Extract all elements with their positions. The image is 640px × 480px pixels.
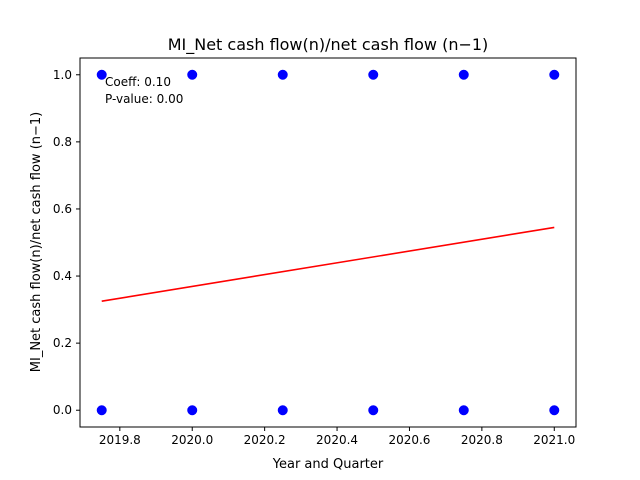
x-tick-label: 2020.2 [244, 433, 286, 447]
chart-title: MI_Net cash flow(n)/net cash flow (n−1) [168, 35, 489, 55]
x-axis-label: Year and Quarter [272, 457, 384, 472]
scatter-point [549, 405, 560, 416]
scatter-point [187, 405, 198, 416]
x-tick-label: 2020.6 [388, 433, 430, 447]
scatter-point [458, 69, 469, 80]
x-tick-label: 2020.8 [461, 433, 503, 447]
scatter-point [368, 69, 379, 80]
y-tick-label: 0.2 [53, 336, 72, 350]
scatter-point [549, 69, 560, 80]
plot-content [96, 69, 560, 416]
y-tick-label: 0.6 [53, 202, 72, 216]
scatter-point [368, 405, 379, 416]
y-tick-label: 0.0 [53, 403, 72, 417]
x-tick-label: 2020.0 [171, 433, 213, 447]
plot-frame [79, 57, 577, 428]
scatter-point [458, 405, 469, 416]
y-tick-label: 1.0 [53, 68, 72, 82]
scatter-point [96, 405, 107, 416]
scatter-point [277, 69, 288, 80]
x-axis-ticks: 2019.8 2020.0 2020.2 2020.4 2020.6 2020.8 2021… [99, 427, 575, 447]
x-tick-label: 2021.0 [533, 433, 575, 447]
regression-line [101, 226, 555, 302]
y-tick-label: 0.4 [53, 269, 72, 283]
scatter-point [96, 69, 107, 80]
scatter-point [187, 69, 198, 80]
x-tick-label: 2019.8 [99, 433, 141, 447]
y-axis-ticks: 0.0 0.2 0.4 0.6 0.8 1.0 [53, 68, 80, 417]
scatter-point [277, 405, 288, 416]
y-axis-label: MI_Net cash flow(n)/net cash flow (n−1) [29, 112, 44, 372]
x-tick-label: 2020.4 [316, 433, 358, 447]
y-tick-label: 0.8 [53, 135, 72, 149]
annotation-pvalue: P-value: 0.00 [105, 92, 183, 106]
annotation-coeff: Coeff: 0.10 [105, 75, 171, 89]
